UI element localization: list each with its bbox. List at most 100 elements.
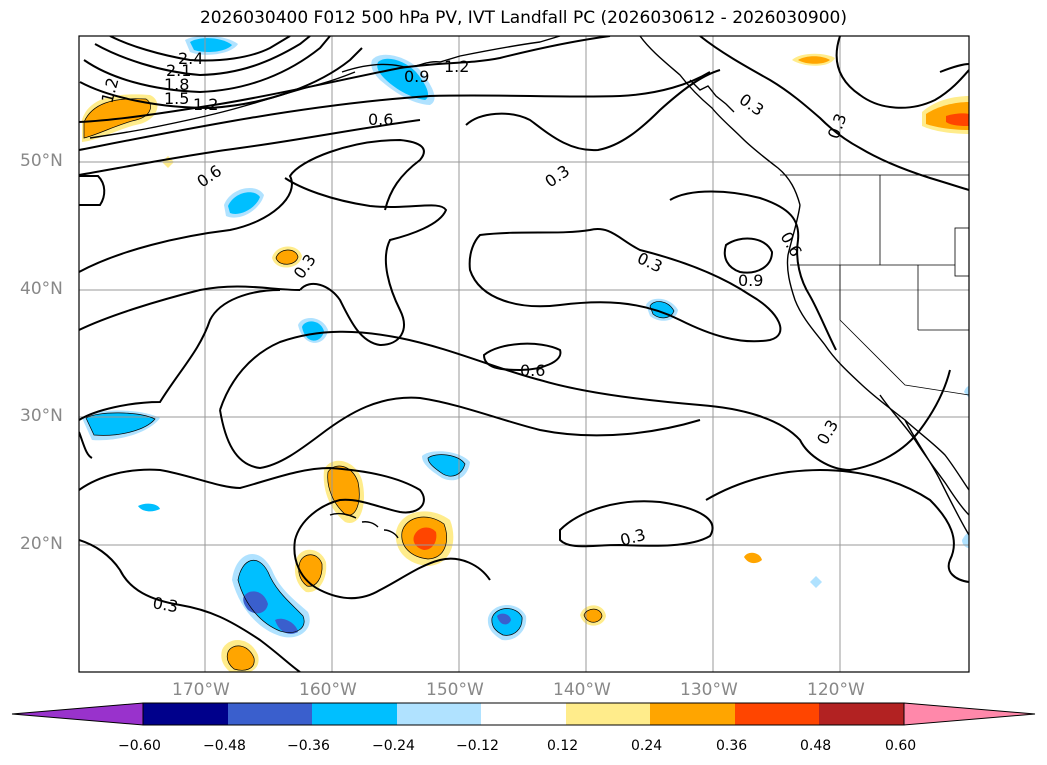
cold-blob — [238, 560, 305, 633]
us-west-coast — [786, 204, 969, 491]
lon-label-170w: 170°W — [172, 680, 230, 700]
contour-line — [705, 468, 969, 583]
hawaii-islands — [329, 512, 399, 539]
canada-coast — [639, 36, 801, 206]
warm-blob — [276, 249, 298, 265]
contour-line — [83, 36, 331, 94]
contour-line — [939, 63, 969, 73]
colorbar-tick: 0.60 — [885, 738, 917, 754]
lon-label-130w: 130°W — [680, 680, 738, 700]
colorbar-segment — [650, 703, 735, 725]
contour-label: 0.9 — [738, 271, 763, 290]
contour-line — [669, 190, 837, 351]
map-frame — [78, 35, 970, 673]
island-chain — [689, 79, 735, 113]
colorbar-segment — [735, 703, 819, 725]
cold-blob — [962, 532, 969, 548]
colorbar-segment — [312, 703, 397, 725]
lat-label-20n: 20°N — [20, 534, 63, 554]
warm-blob — [584, 609, 602, 623]
warm-blob — [413, 527, 437, 550]
contour-label: 1.2 — [193, 95, 218, 114]
contour-line — [79, 175, 106, 206]
contour-line — [482, 342, 562, 372]
cold-blob — [428, 454, 465, 477]
warm-blob — [744, 552, 762, 564]
contour-line — [219, 330, 951, 472]
contour-line — [219, 396, 701, 470]
anomaly-outlines — [83, 98, 675, 671]
contour-line — [94, 36, 311, 77]
lat-label-50n: 50°N — [20, 151, 63, 171]
colorbar-segment — [481, 703, 566, 725]
warm-blob — [227, 645, 255, 671]
contour-line — [79, 289, 281, 421]
cold-blob — [138, 503, 160, 512]
cold-blob — [243, 591, 268, 614]
colorbar-tick: −0.36 — [287, 738, 330, 754]
map-title: 2026030400 F012 500 hPa PV, IVT Landfall… — [199, 8, 847, 28]
warm-blob — [327, 466, 360, 516]
lon-label-150w: 150°W — [426, 680, 484, 700]
map-panel: 2.4 2.1 1.8 1.5 1.2 1.2 0.9 1.2 0.6 0.6 … — [79, 36, 969, 672]
colorbar-segment — [143, 703, 228, 725]
colorbar-segment — [566, 703, 650, 725]
cold-blob — [275, 618, 298, 634]
colorbar-frame — [142, 702, 905, 726]
lat-label-30n: 30°N — [20, 406, 63, 426]
contour-line — [559, 500, 714, 548]
warm-blob — [946, 113, 969, 126]
contour-line — [79, 138, 425, 273]
anomaly-shading — [82, 36, 969, 672]
contour-line — [79, 285, 301, 331]
colorbar-segment — [228, 703, 312, 725]
colorbar-extend-right — [903, 702, 1036, 726]
contour-label: 0.6 — [520, 361, 545, 380]
contour-label: 1.8 — [164, 75, 189, 94]
colorbar-tick: −0.48 — [203, 738, 246, 754]
contour-label: 2.1 — [166, 61, 191, 80]
colorbar-tick: −0.60 — [118, 738, 161, 754]
contour-line — [79, 119, 421, 176]
colorbar-tick: −0.12 — [456, 738, 499, 754]
contour-label: 0.3 — [151, 593, 179, 616]
contour-label: 0.9 — [404, 67, 429, 86]
cold-blob — [302, 321, 324, 341]
lat-label-40n: 40°N — [20, 279, 63, 299]
colorbar-tick: 0.24 — [631, 738, 663, 754]
contour-line — [835, 36, 969, 109]
contour-line — [79, 431, 93, 459]
contour-line — [79, 539, 301, 672]
pv-contours — [79, 36, 969, 672]
colorbar-tick: −0.24 — [372, 738, 415, 754]
contour-line — [284, 177, 448, 347]
lon-label-140w: 140°W — [553, 680, 611, 700]
contour-label: 2.4 — [178, 49, 203, 68]
state-borders — [780, 174, 969, 396]
colorbar-tick: 0.48 — [800, 738, 832, 754]
contour-label: 1.2 — [444, 57, 469, 76]
contour-line — [465, 69, 721, 152]
warm-blob — [798, 56, 830, 64]
lon-label-160w: 160°W — [299, 680, 357, 700]
contour-line — [79, 466, 491, 600]
cold-blob — [810, 576, 822, 588]
coastlines — [89, 36, 969, 539]
colorbar-tick: 0.36 — [716, 738, 748, 754]
contour-line — [723, 237, 774, 274]
cold-blob — [228, 192, 260, 214]
contour-line — [79, 36, 611, 123]
colorbar — [11, 702, 1036, 726]
contour-line — [699, 36, 969, 191]
alaska-coast — [341, 36, 561, 73]
contour-label: 1.5 — [164, 89, 189, 108]
colorbar-segment — [819, 703, 904, 725]
cold-blob — [190, 38, 232, 53]
colorbar-extend-left — [11, 702, 144, 726]
colorbar-tick: 0.12 — [547, 738, 579, 754]
contour-line — [79, 47, 363, 110]
alaska-peninsula — [89, 71, 356, 139]
lon-label-120w: 120°W — [807, 680, 865, 700]
contour-line — [79, 71, 711, 151]
